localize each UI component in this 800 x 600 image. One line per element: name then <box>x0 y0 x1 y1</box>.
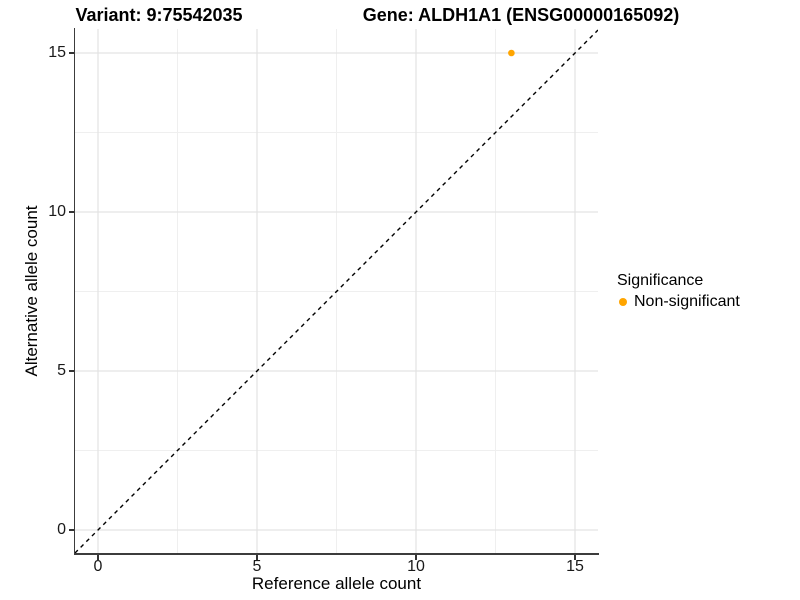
y-tick-label: 15 <box>48 44 66 61</box>
x-tick-mark <box>97 555 99 560</box>
y-tick-mark <box>69 52 74 54</box>
y-tick-label: 0 <box>57 520 66 538</box>
plot-canvas <box>75 29 598 554</box>
legend-title: Significance <box>617 272 704 289</box>
x-tick-mark <box>574 555 576 560</box>
x-tick-mark <box>415 555 417 560</box>
data-point <box>508 49 515 57</box>
variant-title: Variant: 9:75542035 <box>75 5 243 25</box>
legend-key-dot <box>619 297 627 306</box>
legend-entry-label: Non-significant <box>634 293 740 310</box>
y-tick-mark <box>69 370 74 372</box>
y-axis-line <box>73 28 76 555</box>
x-axis-title: Reference allele count <box>251 574 422 593</box>
plot-panel <box>75 29 598 554</box>
x-tick-label: 10 <box>407 558 425 575</box>
legend: Significance Non-significant <box>617 271 740 310</box>
x-tick-label: 5 <box>252 558 262 575</box>
identity-dashed-line <box>75 29 598 554</box>
y-tick-mark <box>69 211 74 213</box>
gene-title: Gene: ALDH1A1 (ENSG00000165092) <box>362 5 680 25</box>
legend-entry: Non-significant <box>617 293 740 310</box>
y-tick-mark <box>69 529 74 531</box>
x-tick-label: 15 <box>566 558 584 575</box>
x-tick-label: 0 <box>93 558 103 575</box>
x-tick-mark <box>256 555 258 560</box>
y-tick-label: 5 <box>57 361 66 379</box>
y-axis-title: Alternative allele count <box>22 205 41 377</box>
y-tick-label: 10 <box>48 203 66 220</box>
x-axis-line <box>73 553 599 555</box>
